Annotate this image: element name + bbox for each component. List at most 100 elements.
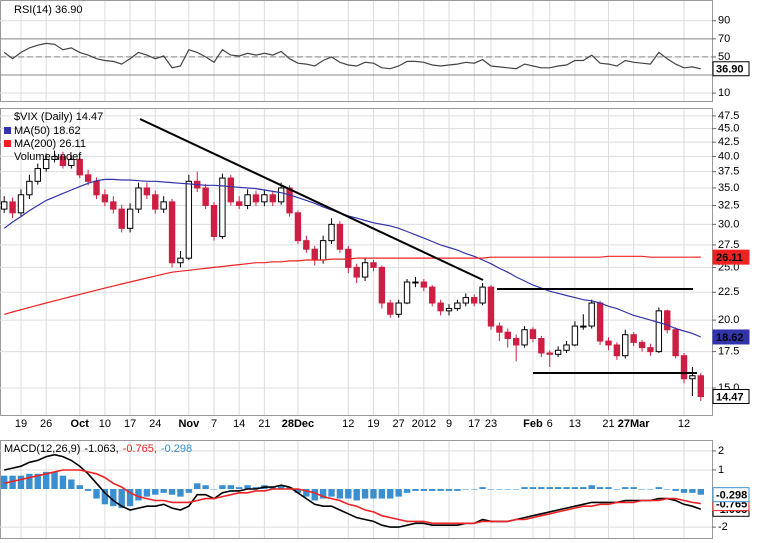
candle-body — [219, 177, 226, 237]
candle-body — [487, 286, 495, 327]
trend-line — [139, 118, 484, 281]
histogram-bar — [554, 487, 562, 490]
candle-body — [17, 194, 25, 214]
histogram-bar — [152, 489, 159, 495]
histogram-bar — [630, 487, 637, 490]
histogram-bar — [471, 489, 478, 490]
histogram-bar — [319, 489, 327, 499]
y-tick-label: 45.0 — [718, 123, 739, 135]
x-tick-label: 10 — [99, 418, 111, 430]
histogram-bar — [605, 487, 612, 490]
candle-body — [697, 375, 704, 398]
candle-body — [596, 302, 604, 342]
candle-body — [286, 187, 293, 214]
plot-layer — [0, 1, 712, 538]
y-tick-label: 17.5 — [718, 346, 739, 358]
histogram-bar — [680, 489, 688, 493]
histogram-bar — [286, 487, 293, 490]
x-tick-label: Feb — [523, 418, 543, 430]
histogram-bar — [42, 471, 50, 490]
value-tag-box — [712, 487, 750, 503]
y-tick-label: -2 — [718, 521, 728, 533]
candle-body — [51, 155, 58, 160]
x-tick-label: Nov — [178, 418, 200, 430]
x-tick-label: Oct — [71, 418, 90, 430]
candle-body — [261, 194, 268, 203]
y-tick-label: 30.0 — [718, 218, 739, 230]
candle-body — [622, 334, 629, 357]
histogram-bar — [185, 489, 193, 493]
candle-body — [580, 325, 587, 328]
candle-body — [227, 177, 235, 203]
panel-title-part: -0.765, — [123, 443, 157, 455]
histogram-bar — [227, 485, 234, 490]
histogram-bar — [437, 489, 444, 491]
candle-body — [177, 257, 184, 264]
candle-body — [412, 281, 419, 284]
panel-title: RSI(14) 36.90 — [14, 4, 82, 16]
histogram-bar — [697, 489, 704, 495]
value-tag: 36.90 — [716, 64, 744, 76]
histogram-bar — [496, 489, 503, 490]
series-line — [4, 453, 702, 528]
histogram-bar — [68, 479, 75, 490]
histogram-bar — [76, 485, 83, 490]
candle-body — [361, 262, 369, 278]
x-tick-label: 12 — [342, 418, 354, 430]
value-tag: -0.298 — [716, 490, 747, 502]
x-tick-label: 27 — [393, 418, 405, 430]
histogram-bar — [210, 489, 218, 490]
candle-body — [244, 194, 251, 206]
y-tick-label: 27.5 — [718, 239, 739, 251]
x-tick-label: 6 — [547, 418, 553, 430]
value-tag: 26.11 — [716, 252, 743, 264]
histogram-bar — [177, 489, 184, 497]
candle-body — [588, 302, 595, 327]
histogram-bar — [59, 475, 67, 490]
histogram-bar — [521, 487, 528, 490]
histogram-bar — [26, 473, 33, 490]
histogram-bar — [17, 475, 25, 490]
value-tag-box — [712, 389, 750, 405]
histogram-bar — [462, 489, 469, 490]
candle-body — [378, 266, 386, 304]
candle-body — [429, 286, 436, 304]
x-tick-label: 17 — [124, 418, 136, 430]
histogram-bar — [93, 489, 100, 499]
candle-body — [546, 352, 553, 355]
histogram-bar — [370, 489, 377, 499]
candle-body — [210, 204, 218, 237]
candle-body — [26, 180, 33, 196]
histogram-bar — [269, 487, 276, 490]
candle-body — [387, 302, 394, 315]
panel-title-part: MACD(12,26,9) — [4, 443, 80, 455]
candle-body — [236, 201, 243, 206]
candle-body — [68, 158, 75, 166]
x-tick-label: 2012 — [412, 418, 436, 430]
candle-body — [328, 223, 335, 242]
x-tick-label: 28Dec — [282, 418, 314, 430]
histogram-bar — [638, 489, 646, 490]
y-tick-label: 1 — [718, 464, 724, 476]
candle-body — [110, 201, 117, 210]
candle-body — [471, 297, 478, 304]
histogram-bar — [345, 489, 352, 499]
y-tick-label: 2 — [718, 445, 724, 457]
candle-body — [395, 302, 402, 315]
histogram-bar — [403, 489, 411, 493]
x-tick-label: 27Mar — [618, 418, 651, 430]
series-line — [4, 255, 701, 315]
candle-body — [303, 240, 310, 250]
candle-body — [605, 340, 612, 346]
x-tick-label: 21 — [258, 418, 270, 430]
histogram-bar — [546, 487, 553, 490]
histogram-bar — [454, 489, 461, 491]
histogram-bar — [622, 487, 629, 490]
candle-body — [84, 174, 92, 182]
candle-body — [185, 180, 193, 259]
candle-body — [1, 201, 8, 210]
histogram-bar — [596, 487, 604, 490]
y-tick-label: 70 — [718, 33, 730, 45]
volume-label: Volume undef — [14, 151, 82, 163]
